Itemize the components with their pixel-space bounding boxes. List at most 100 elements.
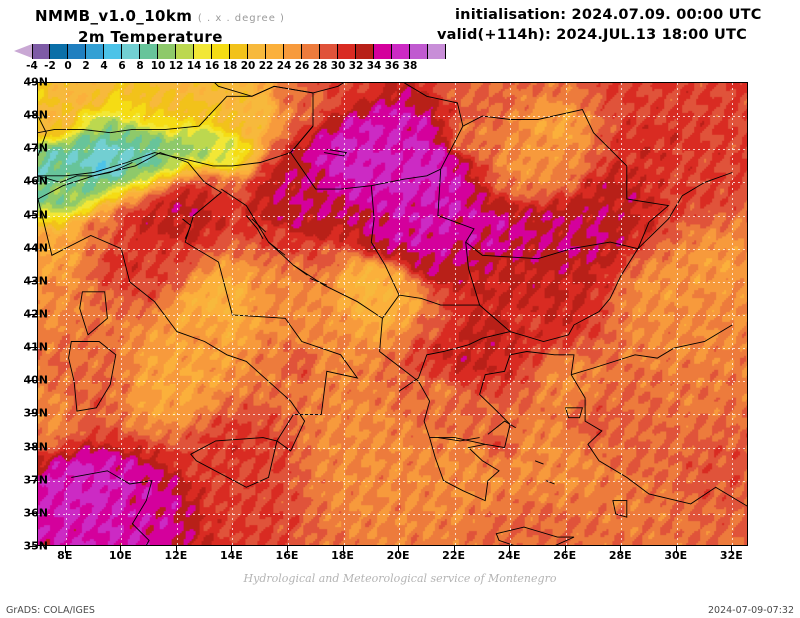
colorbar-tick-16: 16: [204, 60, 220, 72]
colorbar-tick-20: 20: [240, 60, 256, 72]
colorbar-band-0: [32, 44, 50, 59]
lon-label-12E: 12E: [164, 549, 188, 562]
geo-outline-austria-north: [110, 85, 314, 153]
geo-outline-ch-south: [38, 162, 133, 183]
geo-outline-crete: [495, 526, 575, 545]
geo-outline-istria-islands: [245, 215, 264, 240]
colorbar-band-1: [50, 44, 68, 59]
geo-outline-euboea: [487, 420, 516, 435]
lat-tick-47N: [29, 148, 37, 150]
lon-tick-18E: [342, 546, 344, 553]
geo-outline-dalmatia-isl-2: [268, 241, 286, 256]
colorbar-tick--2: -2: [44, 60, 56, 72]
lon-tick-32E: [731, 546, 733, 553]
colorbar-tick-32: 32: [348, 60, 364, 72]
geo-outline-hungary-border: [290, 83, 464, 190]
credit-line: Hydrological and Meteorological service …: [243, 572, 557, 585]
colorbar-band-12: [248, 44, 266, 59]
lon-tick-12E: [175, 546, 177, 553]
lat-tick-44N: [29, 247, 37, 249]
colorbar-tick-24: 24: [276, 60, 292, 72]
lon-label-28E: 28E: [608, 549, 632, 562]
lon-tick-10E: [120, 546, 122, 553]
lat-tick-35N: [29, 546, 37, 547]
colorbar-band-11: [230, 44, 248, 59]
colorbar-underflow-arrow-icon: [14, 44, 32, 58]
lon-label-24E: 24E: [497, 549, 521, 562]
colorbar-band-18: [356, 44, 374, 59]
geo-outline-dalmatia-isl-1: [251, 218, 267, 233]
lon-tick-22E: [453, 546, 455, 553]
geo-outline-dalmatia-isl-3: [293, 264, 308, 276]
generation-timestamp: 2024-07-09-07:32: [707, 605, 794, 616]
geo-outline-po-delta: [182, 218, 192, 239]
geo-outline-peloponnese-gulf: [437, 437, 480, 442]
geo-outline-ch-de-border: [38, 128, 111, 134]
lat-tick-48N: [29, 115, 37, 117]
lon-tick-28E: [620, 546, 622, 553]
colorbar-band-5: [122, 44, 140, 59]
geo-outline-sardinia: [68, 341, 117, 412]
lat-tick-43N: [29, 280, 37, 282]
lon-label-8E: 8E: [57, 549, 73, 562]
colorbar-tick-28: 28: [312, 60, 328, 72]
geo-outline-serbia-bulgaria: [382, 242, 481, 319]
colorbar-tick-12: 12: [168, 60, 184, 72]
geo-outline-corsica: [79, 291, 108, 336]
colorbar-tick-18: 18: [222, 60, 238, 72]
lon-tick-24E: [509, 546, 511, 553]
lat-tick-42N: [29, 314, 37, 315]
colorbar-tick-22: 22: [258, 60, 274, 72]
colorbar-band-20: [392, 44, 410, 59]
lon-label-22E: 22E: [442, 549, 466, 562]
lat-tick-40N: [29, 380, 37, 382]
colorbar-tick-4: 4: [100, 60, 108, 72]
lat-tick-46N: [29, 181, 37, 183]
colorbar-band-6: [140, 44, 158, 59]
colorbar-band-17: [338, 44, 356, 59]
geo-outline-rhodes: [612, 500, 628, 518]
colorbar-tick-2: 2: [82, 60, 90, 72]
lon-tick-20E: [398, 546, 400, 553]
geo-outline-sicily: [190, 437, 278, 488]
lon-label-16E: 16E: [275, 549, 299, 562]
geo-outline-greece-east: [479, 351, 575, 448]
initialisation-time: initialisation: 2024.07.09. 00:00 UTC: [455, 7, 762, 23]
geo-outline-alps-border-at: [38, 152, 291, 177]
colorbar-band-14: [284, 44, 302, 59]
temperature-map-plot[interactable]: [37, 82, 748, 546]
lat-tick-49N: [29, 82, 37, 83]
field-title: 2m Temperature: [78, 28, 223, 46]
colorbar-tick-38: 38: [402, 60, 418, 72]
lon-tick-14E: [231, 546, 233, 553]
lat-tick-45N: [29, 214, 37, 216]
geo-outline-black-sea-coast: [609, 172, 733, 299]
colorbar-band-19: [374, 44, 392, 59]
geo-outline-turkey-aegean: [571, 324, 733, 376]
colorbar-band-8: [176, 44, 194, 59]
lat-tick-38N: [29, 446, 37, 448]
colorbar-band-16: [320, 44, 338, 59]
model-title: NMMB_v1.0_10km ( . x . degree ): [35, 7, 285, 25]
model-units: ( . x . degree ): [197, 13, 285, 24]
geo-outline-romania-border: [437, 108, 670, 260]
temperature-field-canvas: [38, 83, 747, 545]
geo-outline-dalmatia-isl-4: [310, 278, 327, 286]
colorbar-tick-26: 26: [294, 60, 310, 72]
lon-label-20E: 20E: [386, 549, 410, 562]
lat-tick-39N: [29, 413, 37, 415]
colorbar-band-3: [86, 44, 104, 59]
geo-outline-lake-balaton: [324, 148, 348, 157]
geo-outline-cz-sk-border: [214, 83, 344, 97]
lon-tick-16E: [286, 546, 288, 553]
colorbar-band-4: [104, 44, 122, 59]
colorbar: -4 -2 0 2 4 6 8 10 12 14 16 18 20 22 24 26 28 30 32 34 36 38: [8, 44, 456, 74]
geo-outline-tunisia: [71, 470, 153, 545]
lat-tick-36N: [29, 512, 37, 514]
coastline-and-border-overlay: [38, 83, 747, 545]
lon-label-26E: 26E: [553, 549, 577, 562]
lon-tick-26E: [564, 546, 566, 553]
colorbar-tick--4: -4: [26, 60, 38, 72]
grads-attribution: GrADS: COLA/IGES: [6, 605, 95, 616]
geo-outline-adriatic-east-coast: [221, 188, 505, 449]
